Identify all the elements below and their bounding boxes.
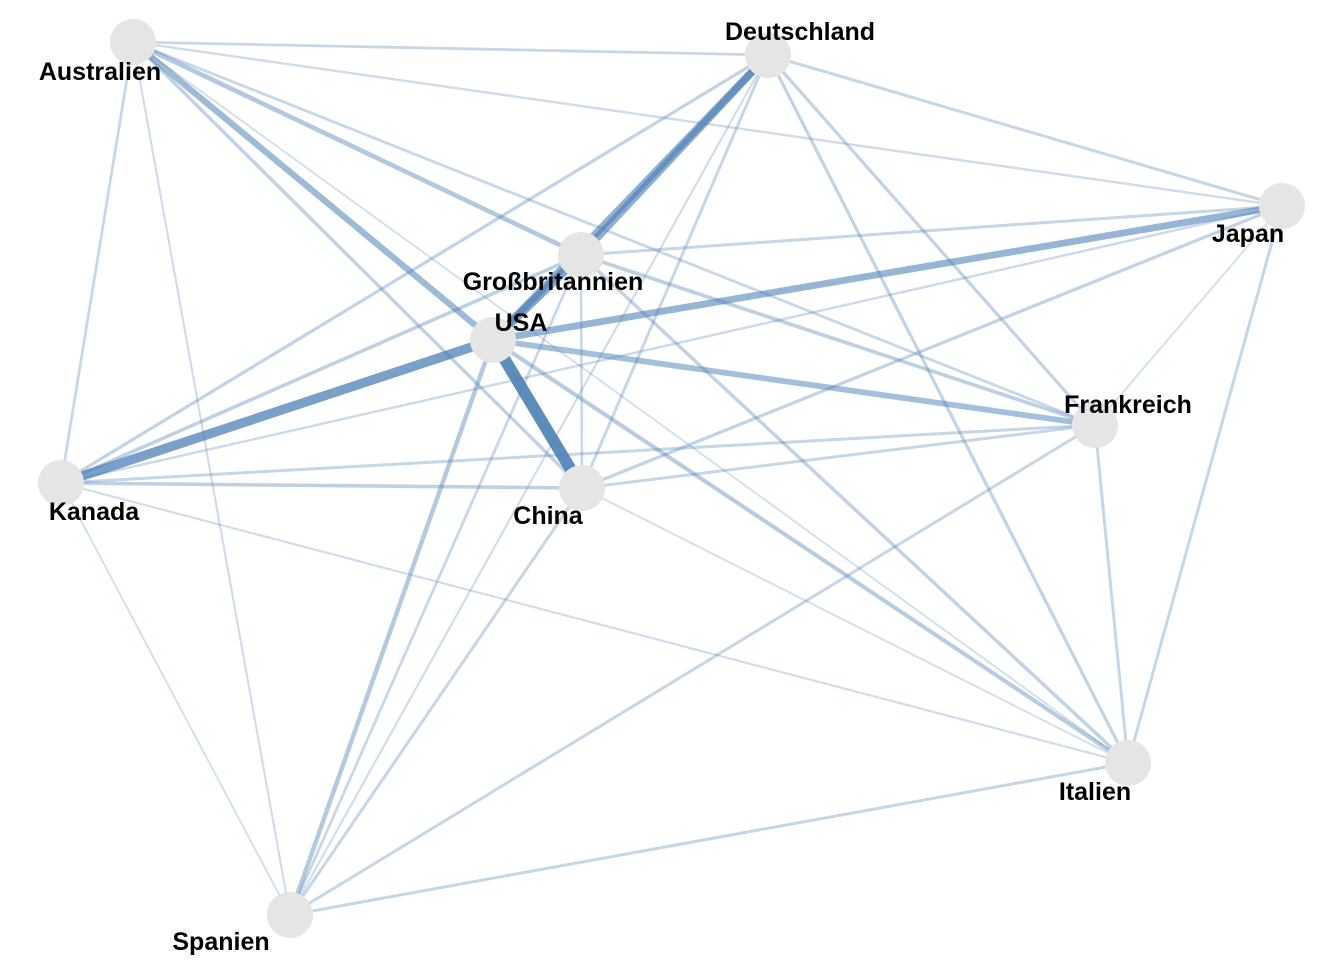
edge-usa-frankreich: [490, 337, 1098, 428]
edge-grossbritannien-frankreich: [579, 253, 1097, 427]
edge-australien-grossbritannien: [130, 39, 584, 258]
node-label-kanada: Kanada: [49, 498, 140, 526]
edge-japan-italien: [1126, 204, 1284, 765]
edge-japan-frankreich: [1094, 205, 1283, 426]
edge-deutschland-italien: [766, 53, 1130, 765]
edge-grossbritannien-japan: [579, 204, 1284, 257]
node-label-china: China: [513, 502, 584, 530]
node-label-japan: Japan: [1212, 220, 1284, 248]
node-australien: [110, 19, 156, 65]
node-label-australien: Australien: [39, 58, 161, 86]
node-deutschland: [745, 32, 791, 78]
edge-kanada-china: [59, 481, 584, 490]
edge-kanada-spanien: [60, 482, 291, 916]
edge-usa-spanien: [287, 337, 496, 918]
edge-australien-china: [131, 40, 584, 490]
edge-australien-deutschland: [131, 40, 770, 57]
edge-china-frankreich: [580, 423, 1097, 490]
node-label-usa: USA: [495, 309, 548, 337]
edge-australien-usa: [129, 38, 497, 344]
node-japan: [1259, 183, 1305, 229]
edge-australien-spanien: [131, 40, 292, 917]
edge-deutschland-japan: [766, 53, 1284, 208]
edge-japan-kanada: [59, 204, 1284, 485]
edge-deutschland-china: [580, 53, 770, 490]
edge-usa-italien: [490, 337, 1131, 766]
node-usa: [470, 317, 516, 363]
node-label-frankreich: Frankreich: [1064, 391, 1192, 419]
edge-kanada-italien: [59, 481, 1130, 765]
edge-spanien-china: [288, 486, 584, 917]
edge-kanada-deutschland: [59, 53, 770, 485]
edge-usa-kanada: [56, 335, 498, 488]
node-label-spanien: Spanien: [172, 928, 269, 956]
edge-kanada-australien: [59, 40, 135, 485]
edges-layer: [56, 38, 1286, 918]
labels-layer: Australien Deutschland Japan Großbritannien…: [39, 18, 1284, 956]
edge-spanien-frankreich: [288, 423, 1097, 917]
edge-frankreich-italien: [1093, 423, 1130, 765]
edge-spanien-deutschland: [288, 53, 770, 917]
edge-australien-italien: [132, 41, 1129, 764]
edge-spanien-grossbritannien: [288, 253, 583, 917]
node-grossbritannien: [558, 232, 604, 278]
edge-usa-china: [487, 334, 588, 494]
edge-spanien-italien: [288, 761, 1130, 917]
node-label-italien: Italien: [1059, 778, 1131, 806]
node-frankreich: [1072, 402, 1118, 448]
node-spanien: [267, 892, 313, 938]
edge-china-italien: [581, 487, 1129, 764]
edge-deutschland-frankreich: [766, 53, 1097, 427]
edge-australien-frankreich: [131, 40, 1097, 427]
edge-kanada-grossbritannien: [59, 253, 583, 485]
node-kanada: [38, 460, 84, 506]
node-label-grossbritannien: Großbritannien: [463, 268, 644, 296]
node-label-deutschland: Deutschland: [725, 18, 875, 46]
edge-grossbritannien-china: [579, 253, 584, 490]
edge-kanada-frankreich: [59, 423, 1097, 485]
edge-usa-japan: [489, 202, 1286, 344]
node-italien: [1105, 740, 1151, 786]
node-china: [559, 465, 605, 511]
nodes-layer: [38, 19, 1305, 938]
edge-china-japan: [580, 204, 1284, 490]
edge-deutschland-grossbritannien: [577, 51, 772, 259]
edge-grossbritannien-italien: [579, 253, 1130, 765]
